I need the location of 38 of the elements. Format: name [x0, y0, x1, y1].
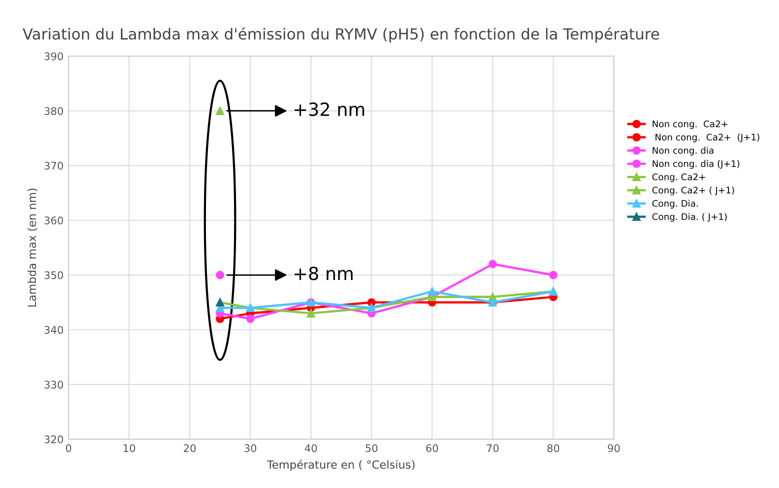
x-tick-label: 40 [304, 444, 317, 452]
x-tick-label: 30 [244, 444, 256, 452]
y-tick-label: 390 [44, 52, 63, 60]
point [428, 287, 436, 296]
x-tick-label: 60 [426, 444, 438, 452]
x-tick-label: 90 [608, 444, 620, 452]
x-axis-title: Température en ( °Celsius) [266, 460, 414, 471]
y-tick-label: 350 [44, 271, 63, 280]
y-tick-label: 380 [44, 107, 63, 115]
x-tick-label: 70 [486, 444, 499, 452]
legend-label: Cong. Ca2+ [652, 173, 706, 182]
legend-label: Cong. Dia. [652, 200, 698, 209]
legend-label: Non cong. dia (J+1) [652, 160, 740, 169]
x-tick-label: 50 [366, 444, 378, 452]
y-tick-label: 340 [44, 326, 63, 334]
point [488, 260, 497, 268]
annotation: +8 nm [294, 266, 353, 280]
point [549, 270, 558, 280]
y-tick-label: 330 [44, 380, 63, 389]
legend-label: Non cong. Ca2+ (J+1) [656, 134, 760, 142]
point [306, 309, 316, 318]
x-tick-label: 20 [184, 444, 196, 452]
annotation: +32 nm [294, 102, 364, 116]
y-axis-title: Lambda max (en nm) [28, 188, 38, 307]
y-tick-label: 370 [44, 162, 63, 170]
legend-label: Cong. Dia. ( J+1) [652, 213, 727, 222]
y-tick-label: 360 [44, 216, 63, 224]
legend-label: Non cong. Ca2+ [652, 120, 728, 130]
point [216, 270, 224, 280]
chart-title: Variation du Lambda max d'émission du RYMV (pH5) en fonction de la Température [22, 27, 660, 43]
point [246, 314, 254, 323]
x-tick-label: 10 [124, 444, 136, 452]
legend-label: Non cong. dia [652, 146, 714, 156]
y-tick-label: 320 [44, 435, 63, 444]
legend-label: Cong. Ca2+ ( J+1) [652, 186, 734, 196]
x-tick-label: 0 [66, 444, 72, 452]
x-tick-label: 80 [547, 444, 560, 452]
point [216, 106, 224, 116]
